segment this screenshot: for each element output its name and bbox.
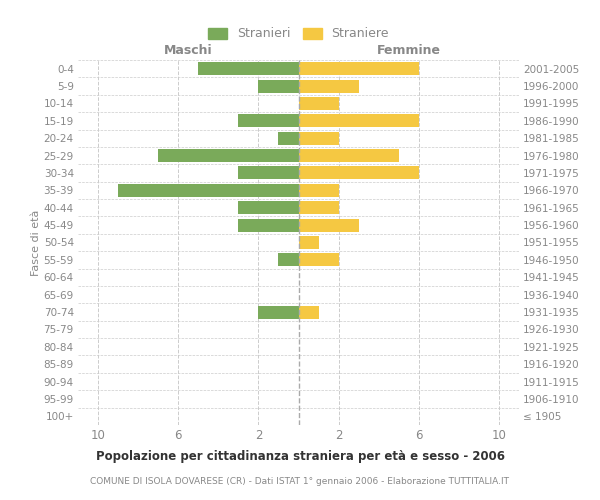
Bar — [259, 80, 299, 92]
Bar — [198, 62, 299, 75]
Legend: Stranieri, Straniere: Stranieri, Straniere — [203, 22, 394, 46]
Bar — [299, 201, 338, 214]
Bar — [299, 97, 338, 110]
Bar — [259, 306, 299, 318]
Bar — [238, 114, 299, 128]
Bar — [299, 306, 319, 318]
Bar — [299, 184, 338, 197]
Bar — [299, 166, 419, 179]
Bar — [278, 132, 299, 144]
Bar — [299, 149, 399, 162]
Bar — [299, 114, 419, 128]
Bar — [238, 166, 299, 179]
Bar — [299, 254, 338, 266]
Bar — [299, 62, 419, 75]
Bar — [158, 149, 299, 162]
Bar — [238, 218, 299, 232]
Bar — [299, 218, 359, 232]
Y-axis label: Fasce di età: Fasce di età — [31, 210, 41, 276]
Bar — [299, 132, 338, 144]
Text: Femmine: Femmine — [377, 44, 441, 57]
Y-axis label: Anni di nascita: Anni di nascita — [599, 201, 600, 284]
Text: Popolazione per cittadinanza straniera per età e sesso - 2006: Popolazione per cittadinanza straniera p… — [95, 450, 505, 463]
Bar — [299, 236, 319, 249]
Text: Maschi: Maschi — [164, 44, 212, 57]
Bar — [278, 254, 299, 266]
Bar — [118, 184, 299, 197]
Text: COMUNE DI ISOLA DOVARESE (CR) - Dati ISTAT 1° gennaio 2006 - Elaborazione TUTTIT: COMUNE DI ISOLA DOVARESE (CR) - Dati IST… — [91, 478, 509, 486]
Bar — [299, 80, 359, 92]
Bar — [238, 201, 299, 214]
